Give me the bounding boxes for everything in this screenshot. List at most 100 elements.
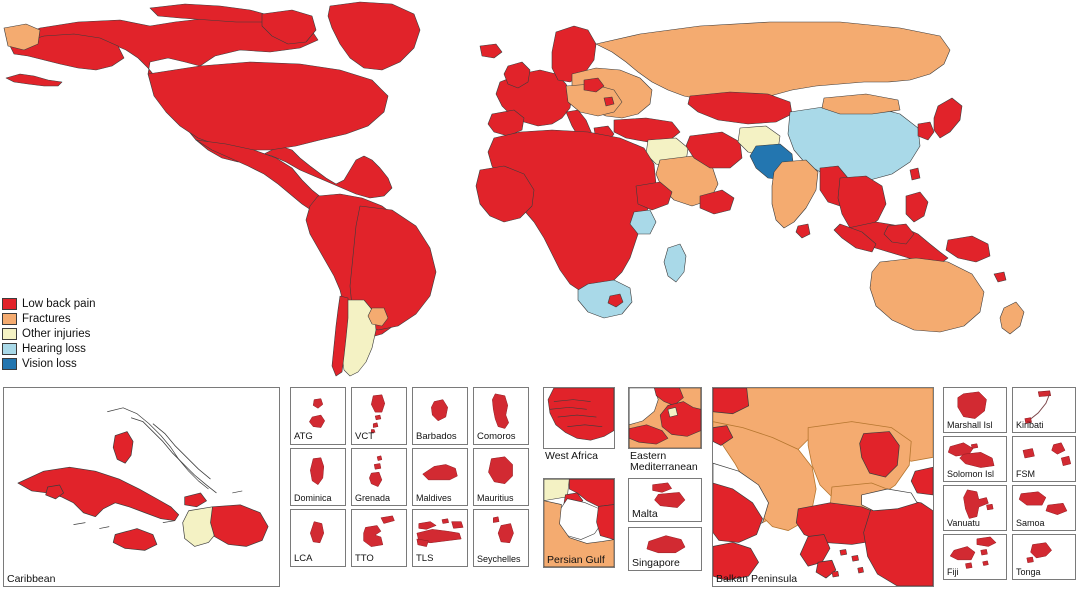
inset-label-lca: LCA [294, 553, 313, 564]
region-iran [685, 131, 743, 169]
inset-label-singapore: Singapore [632, 557, 680, 569]
tto-map [363, 515, 395, 547]
inset-label-maldives: Maldives [416, 493, 452, 503]
legend-item-other-injuries: Other injuries [2, 326, 122, 341]
region-mongolia [821, 93, 901, 115]
region-uk-ireland [503, 61, 531, 89]
inset-label-comoros: Comoros [477, 431, 516, 442]
region-png [945, 235, 991, 263]
legend-swatch-fractures [2, 312, 17, 325]
region-mexico-centralamerica [195, 139, 331, 215]
legend-swatch-hearing-loss [2, 342, 17, 355]
mauritius-map [488, 456, 513, 485]
persian-gulf-map [544, 479, 614, 567]
vanuatu-map [963, 489, 994, 519]
inset-kiribati: Kiribati [1012, 387, 1076, 433]
inset-caribbean: Caribbean [3, 387, 280, 587]
inset-barbados: Barbados [412, 387, 468, 445]
inset-balkan-peninsula: Balkan Peninsula [712, 387, 934, 587]
inset-label-tto: TTO [355, 553, 374, 564]
vct-map [371, 394, 386, 433]
region-west-africa [475, 165, 535, 223]
inset-label-samoa: Samoa [1016, 518, 1045, 528]
inset-label-balkan-peninsula: Balkan Peninsula [716, 573, 798, 585]
region-chukotka [3, 23, 41, 51]
legend-label-hearing-loss: Hearing loss [22, 342, 86, 355]
samoa-map [1018, 491, 1068, 515]
inset-tls: TLS [412, 509, 468, 567]
legend-swatch-low-back-pain [2, 297, 17, 310]
inset-label-marshall-isl: Marshall Isl [947, 420, 993, 430]
region-new-zealand [999, 301, 1025, 335]
inset-label-grenada: Grenada [355, 493, 391, 503]
region-alaska [9, 33, 125, 71]
legend-item-hearing-loss: Hearing loss [2, 341, 122, 356]
barbados-map [431, 399, 448, 422]
inset-vanuatu: Vanuatu [943, 485, 1007, 531]
inset-singapore: Singapore [628, 527, 702, 571]
region-russia [595, 21, 951, 103]
region-chile [331, 295, 349, 377]
inset-samoa: Samoa [1012, 485, 1076, 531]
eastern-mediterranean-map [629, 388, 701, 448]
inset-persian-gulf: Persian Gulf [543, 478, 615, 568]
atg-map [309, 398, 326, 428]
tls-map [416, 518, 464, 547]
inset-marshall-isl: Marshall Isl [943, 387, 1007, 433]
seychelles-map [493, 516, 514, 544]
world-map-svg [3, 1, 1025, 377]
region-usa-lower48 [147, 61, 389, 151]
region-sri-lanka [795, 223, 811, 239]
inset-label-vct: VCT [355, 431, 374, 442]
region-madagascar [663, 243, 687, 283]
inset-mauritius: Mauritius [473, 448, 529, 506]
inset-vct: VCT [351, 387, 407, 445]
inset-west-africa [543, 387, 615, 449]
solomon-isl-map [947, 442, 995, 468]
region-uruguay [367, 307, 389, 327]
inset-tonga: Tonga [1012, 534, 1076, 580]
inset-label-vanuatu: Vanuatu [947, 518, 980, 528]
region-kenya [629, 209, 657, 235]
region-yemen-oman [699, 189, 735, 215]
inset-label-atg: ATG [294, 431, 313, 442]
fsm-map [1022, 442, 1072, 466]
region-philippines [905, 191, 929, 223]
inset-panel-strip: Caribbean ATG VCT Barbados Com [0, 385, 1080, 590]
region-sea-mainland [837, 175, 887, 231]
malta-map [652, 482, 686, 508]
region-new-caledonia [993, 271, 1007, 283]
marshall-isl-map [957, 391, 987, 419]
inset-label-fiji: Fiji [947, 567, 959, 577]
inset-label-barbados: Barbados [416, 431, 457, 442]
maldives-map [422, 464, 458, 481]
caribbean-map [17, 407, 269, 551]
legend-swatch-other-injuries [2, 327, 17, 340]
west-africa-map [547, 388, 614, 441]
region-baffin [261, 9, 317, 45]
inset-eastern-mediterranean [628, 387, 702, 449]
tonga-map [1026, 542, 1052, 564]
inset-label-malta: Malta [632, 508, 658, 520]
region-south-africa [577, 279, 633, 319]
inset-label-solomon-isl: Solomon Isl [947, 469, 995, 479]
region-canada-arctic-islands [149, 3, 273, 23]
region-greenland [327, 1, 421, 71]
inset-label-eastern-mediterranean-line2: Mediterranean [630, 461, 698, 473]
inset-fsm: FSM [1012, 436, 1076, 482]
legend-label-vision-loss: Vision loss [22, 357, 77, 370]
fiji-map [949, 536, 997, 569]
inset-lca: LCA [290, 509, 346, 567]
inset-atg: ATG [290, 387, 346, 445]
legend-swatch-vision-loss [2, 357, 17, 370]
inset-fiji: Fiji [943, 534, 1007, 580]
inset-label-eastern-mediterranean-line1: Eastern [630, 450, 667, 462]
region-moldova-sm [603, 96, 615, 107]
legend-label-other-injuries: Other injuries [22, 327, 91, 340]
inset-label-west-africa: West Africa [545, 450, 598, 462]
comoros-map [492, 393, 509, 429]
legend-label-fractures: Fractures [22, 312, 71, 325]
region-india [771, 159, 819, 229]
region-brazil [349, 205, 437, 331]
